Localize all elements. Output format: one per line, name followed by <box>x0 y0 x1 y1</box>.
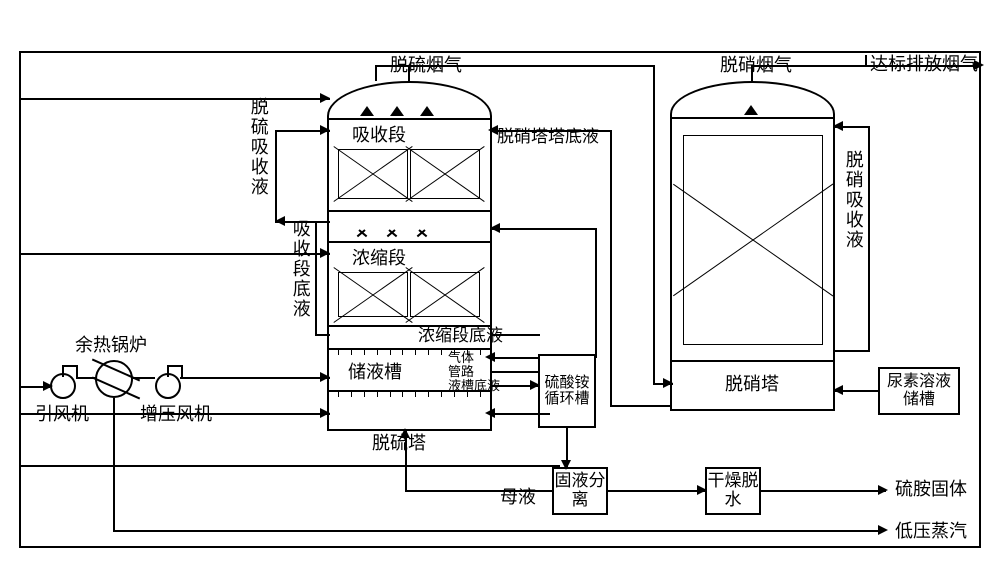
arrow-icon <box>320 125 330 135</box>
dry-box: 干燥脱水 <box>705 467 761 515</box>
flow-line <box>113 530 883 532</box>
label-storage-tank: 储液槽 <box>348 363 402 383</box>
packing-icon <box>410 149 480 199</box>
arrow-icon <box>833 121 843 131</box>
flow-line <box>595 228 597 358</box>
flow-line <box>375 65 377 81</box>
packing-icon <box>338 272 408 317</box>
flow-line <box>275 130 277 221</box>
flow-line <box>375 65 655 67</box>
flow-line <box>610 405 670 407</box>
label-boiler: 余热锅炉 <box>75 336 147 356</box>
label-steam: 低压蒸汽 <box>895 522 967 542</box>
flow-line <box>405 490 552 492</box>
dome-tri-icon <box>744 105 758 115</box>
flow-line <box>20 413 330 415</box>
arrow-icon <box>485 352 495 362</box>
arrow-icon <box>320 93 330 103</box>
arrow-icon <box>488 125 498 135</box>
flow-line <box>408 65 410 83</box>
flow-line <box>133 377 155 379</box>
gas-flow-icon <box>415 222 429 236</box>
dome-tri-icon <box>360 106 374 116</box>
flow-line <box>751 65 753 83</box>
label-absorb-bottom-liquid: 吸收段底液 <box>290 219 310 319</box>
label-conc-bottom-liquid: 浓缩段底液 <box>418 327 503 346</box>
packing-icon <box>338 149 408 199</box>
label-sulfamide: 硫胺固体 <box>895 480 967 500</box>
arrow-icon <box>833 385 843 395</box>
induced-fan-icon <box>50 373 76 399</box>
circ-tank-box: 硫酸铵循环槽 <box>538 354 596 428</box>
flow-line <box>653 65 655 385</box>
flow-line <box>868 126 870 351</box>
flow-line <box>20 253 330 255</box>
flow-line <box>610 130 612 405</box>
dome-tri-icon <box>420 106 434 116</box>
gas-flow-icon <box>355 222 369 236</box>
tower1-divider <box>329 210 490 212</box>
tower2-divider <box>672 360 833 362</box>
dome-tri-icon <box>390 106 404 116</box>
tower1-divider <box>329 241 490 243</box>
packing-icon <box>410 272 480 317</box>
flow-line <box>835 350 870 352</box>
tower1-divider <box>329 118 490 120</box>
solid-liquid-label: 固液分离 <box>554 472 606 509</box>
arrow-icon <box>974 60 984 70</box>
gas-flow-icon <box>385 222 399 236</box>
arrow-icon <box>878 485 888 495</box>
arrow-icon <box>320 372 330 382</box>
arrow-icon <box>275 216 285 226</box>
flow-line <box>608 490 705 492</box>
arrow-icon <box>561 460 571 470</box>
flow-line <box>490 130 610 132</box>
flow-line <box>490 371 538 373</box>
flow-line <box>490 413 550 415</box>
arrow-icon <box>530 380 540 390</box>
arrow-icon <box>320 248 330 258</box>
arrow-icon <box>697 485 707 495</box>
packing-large-icon <box>683 135 823 345</box>
flow-line <box>490 334 540 336</box>
arrow-icon <box>878 525 888 535</box>
flow-line <box>315 334 330 336</box>
arrow-icon <box>320 408 330 418</box>
booster-fan-icon <box>155 373 181 399</box>
label-conc-section: 浓缩段 <box>352 249 406 269</box>
flow-line <box>180 377 330 379</box>
urea-tank-label: 尿素溶液储槽 <box>880 373 958 408</box>
flow-line <box>20 98 330 100</box>
label-denitr-absorb-liquid: 脱硝吸收液 <box>843 150 863 250</box>
circ-tank-label: 硫酸铵循环槽 <box>540 375 594 408</box>
flow-line <box>20 465 560 467</box>
arrow-icon <box>490 223 500 233</box>
label-desulf-absorb-liquid: 脱硫吸收液 <box>248 97 268 197</box>
arrow-icon <box>485 408 495 418</box>
flow-line <box>761 490 886 492</box>
arrow-icon <box>663 378 673 388</box>
tower2-divider <box>672 117 833 119</box>
flow-line <box>865 55 867 67</box>
arrow-icon <box>400 428 410 438</box>
flow-line <box>490 228 595 230</box>
solid-liquid-box: 固液分离 <box>552 467 608 515</box>
flow-line <box>315 221 317 336</box>
flow-line <box>76 377 96 379</box>
dry-label: 干燥脱水 <box>707 472 759 509</box>
boiler-icon <box>95 360 133 398</box>
label-denitr-tower-title: 脱硝塔 <box>725 375 779 395</box>
label-desulf-tower-title: 脱硫塔 <box>372 434 426 454</box>
label-absorb-section: 吸收段 <box>352 126 406 146</box>
urea-tank-box: 尿素溶液储槽 <box>878 367 960 415</box>
flow-line <box>405 430 407 490</box>
flow-line <box>490 357 538 359</box>
arrow-icon <box>43 381 53 391</box>
